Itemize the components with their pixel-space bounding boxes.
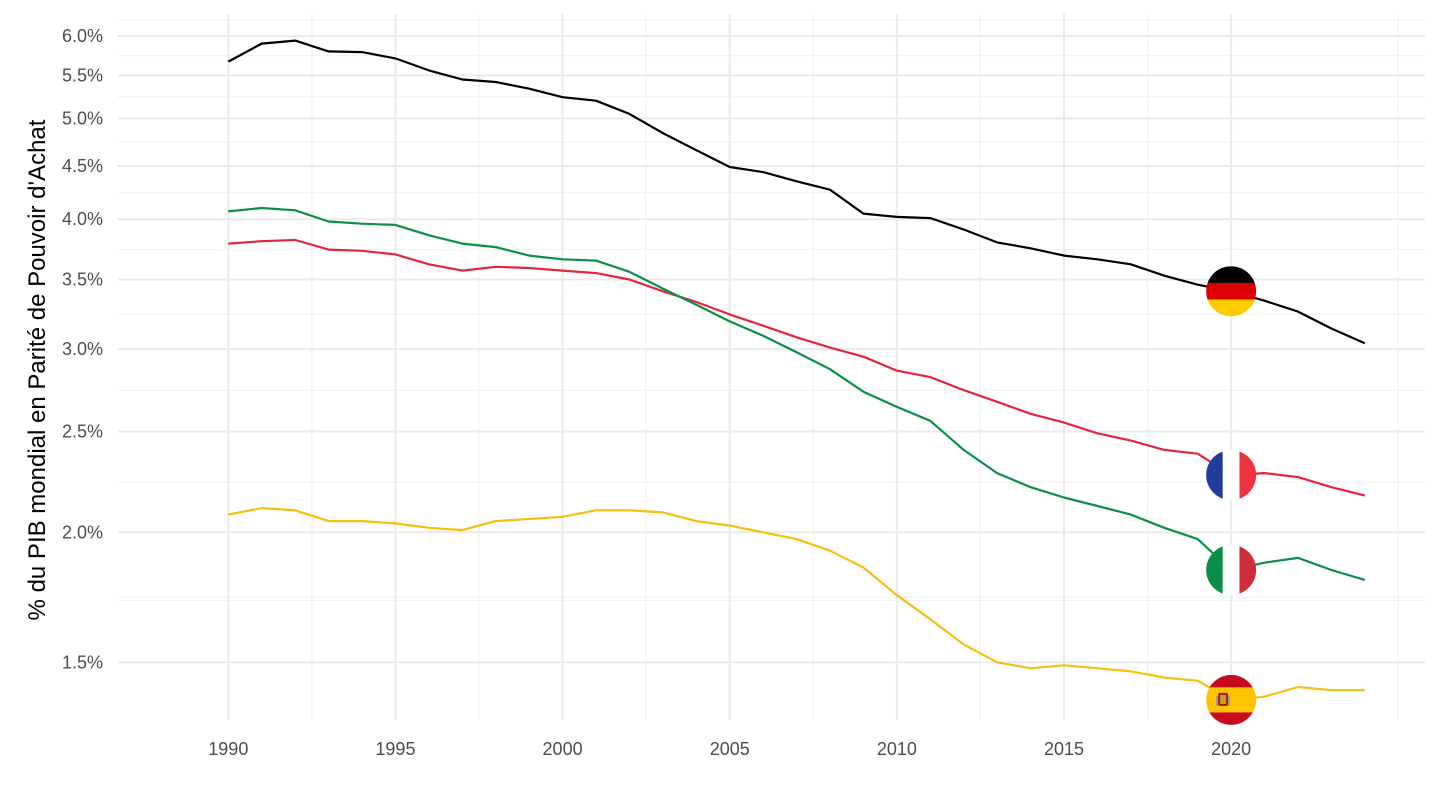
y-tick-label: 4.0% [62, 209, 103, 229]
y-tick-label: 4.5% [62, 156, 103, 176]
gridlines [118, 14, 1425, 720]
y-axis-title: % du PIB mondial en Parité de Pouvoir d'… [24, 119, 51, 620]
x-tick-label: 2005 [710, 739, 750, 759]
series-line-france [228, 238, 1366, 497]
series-line-allemagne [227, 39, 1366, 345]
x-axis-ticks: 1990 1995 2000 2005 2010 2015 2020 [208, 739, 1251, 759]
italy-flag-icon [1206, 544, 1257, 595]
y-tick-label: 3.5% [62, 270, 103, 290]
y-tick-label: 2.0% [62, 522, 103, 542]
y-tick-label: 6.0% [62, 26, 103, 46]
spain-flag-icon [1206, 674, 1257, 725]
y-tick-label: 1.5% [62, 652, 103, 672]
series-line-italie [228, 206, 1366, 581]
y-tick-label: 2.5% [62, 422, 103, 442]
series-lines [227, 39, 1366, 702]
series-line-espagne [228, 507, 1365, 702]
x-tick-label: 1995 [375, 739, 415, 759]
y-tick-label: 3.0% [62, 339, 103, 359]
x-tick-label: 2000 [543, 739, 583, 759]
france-flag-icon [1206, 450, 1257, 501]
x-tick-label: 2015 [1044, 739, 1084, 759]
x-tick-label: 2010 [877, 739, 917, 759]
y-tick-label: 5.0% [62, 108, 103, 128]
y-tick-label: 5.5% [62, 65, 103, 85]
x-tick-label: 2020 [1211, 739, 1251, 759]
germany-flag-icon [1206, 266, 1257, 317]
y-axis-ticks: 1.5% 2.0% 2.5% 3.0% 3.5% 4.0% 4.5% 5.0% 5.5% 6.0% [62, 26, 103, 672]
x-tick-label: 1990 [208, 739, 248, 759]
